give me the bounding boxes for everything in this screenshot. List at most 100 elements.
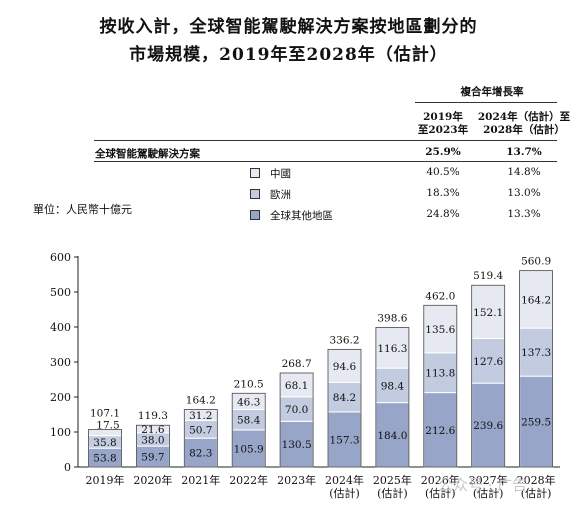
legend-label-china: 中國	[270, 168, 291, 180]
data-label: 137.3	[521, 347, 551, 359]
bar-outline	[327, 348, 362, 468]
bar-outline	[279, 372, 314, 468]
y-tick-label: 100	[50, 426, 71, 439]
bar-outline	[135, 424, 170, 468]
data-label: 116.3	[377, 343, 407, 355]
bar-outline	[231, 392, 266, 468]
legend-swatch-europe	[250, 189, 260, 199]
data-label: 84.2	[333, 392, 356, 404]
total-label: 462.0	[425, 290, 455, 302]
chart-title-line1: 按收入計，全球智能駕駛解決方案按地區劃分的	[99, 17, 478, 37]
data-label: 184.0	[377, 430, 407, 442]
x-tick-label: 2020年	[133, 473, 172, 487]
x-tick-label: (估計)	[377, 486, 408, 500]
data-label: 82.3	[189, 448, 212, 460]
legend-swatch-rest	[250, 210, 260, 220]
total-label: 107.1	[90, 408, 120, 420]
total-label: 210.5	[234, 378, 264, 390]
data-label: 50.7	[189, 424, 212, 436]
data-label: 21.6	[141, 424, 165, 436]
y-tick-label: 400	[50, 321, 71, 334]
total-label: 519.4	[473, 270, 503, 282]
y-tick-label: 200	[50, 391, 71, 404]
total-label: 119.3	[138, 410, 168, 422]
data-label: 113.8	[425, 368, 455, 380]
x-tick-label: 2026年	[421, 473, 460, 487]
legend-label-europe: 歐洲	[270, 189, 291, 201]
total-label: 164.2	[186, 395, 216, 407]
x-tick-label: (估計)	[521, 486, 552, 500]
legend-swatch-china	[250, 168, 260, 178]
row-label-global: 全球智能駕駛解決方案	[95, 148, 200, 160]
data-label: 68.1	[285, 380, 308, 392]
x-tick-label: (估計)	[329, 486, 360, 500]
chart-title-line2: 市場規模，2019年至2028年（估計）	[129, 45, 448, 65]
table-divider	[94, 161, 557, 162]
cagr-global-v2: 13.7%	[506, 146, 542, 158]
cagr-col1-header: 2019年 至2023年	[410, 111, 476, 137]
bar-outline	[183, 409, 218, 468]
bar-segment	[375, 326, 410, 369]
cagr-global-v1: 25.9%	[425, 146, 461, 158]
cagr-header: 複合年增長率	[460, 86, 524, 98]
x-tick-label: 2021年	[181, 473, 220, 487]
cagr-col2-line2: 2028年（估計）	[483, 124, 565, 136]
data-label: 157.3	[329, 434, 359, 446]
x-tick-label: 2027年	[469, 473, 508, 487]
data-label: 38.0	[141, 434, 164, 446]
x-tick-label: 2019年	[86, 473, 125, 487]
x-tick-label: 2025年	[373, 473, 412, 487]
y-tick-label: 600	[50, 251, 71, 264]
total-label: 398.6	[377, 312, 407, 324]
bar-segment	[231, 429, 266, 468]
data-label: 152.1	[473, 307, 503, 319]
y-tick-label: 300	[50, 356, 71, 369]
data-label: 46.3	[237, 396, 260, 408]
cagr-europe-v2: 13.0%	[507, 187, 541, 199]
cagr-col2-line1: 2024年（估計）至	[477, 111, 571, 123]
y-tick-label: 0	[64, 461, 71, 474]
cagr-col2-header: 2024年（估計）至 2028年（估計）	[472, 111, 576, 137]
unit-label: 單位：人民幣十億元	[33, 203, 132, 216]
total-label: 268.7	[282, 358, 312, 370]
total-label: 336.2	[329, 334, 359, 346]
x-tick-label: 2023年	[277, 473, 316, 487]
watermark: 公众号 · 广告	[438, 476, 528, 494]
legend-label-rest: 全球其他地區	[270, 210, 333, 222]
cagr-col1-line2: 至2023年	[417, 124, 469, 136]
bar-outline	[519, 270, 553, 468]
y-tick-label: 500	[50, 286, 71, 299]
bar-outline	[88, 429, 122, 468]
data-label: 164.2	[521, 294, 551, 306]
data-label: 94.6	[333, 361, 357, 373]
data-label: 58.4	[237, 415, 261, 427]
cagr-col1-line1: 2019年	[423, 111, 463, 123]
data-label: 259.5	[521, 417, 551, 429]
cagr-china-v2: 14.8%	[507, 166, 541, 178]
x-tick-label: 2028年	[517, 473, 556, 487]
x-tick-label: 2022年	[229, 473, 268, 487]
data-label: 35.8	[93, 437, 116, 449]
bar-segment	[471, 382, 506, 468]
table-divider	[94, 140, 557, 141]
bar-outline	[471, 284, 506, 468]
data-label: 135.6	[425, 324, 455, 336]
bar-outline	[375, 327, 410, 468]
total-label: 560.9	[521, 256, 551, 268]
cagr-rest-v2: 13.3%	[507, 208, 541, 220]
data-label: 98.4	[381, 380, 405, 392]
data-label: 53.8	[93, 453, 116, 465]
x-tick-label: (估計)	[425, 486, 456, 500]
data-label: 105.9	[234, 443, 264, 455]
x-tick-label: 2024年	[325, 473, 364, 487]
data-label: 59.7	[141, 452, 164, 464]
data-label: 17.5	[96, 420, 119, 432]
data-label: 239.6	[473, 420, 503, 432]
data-label: 70.0	[285, 404, 308, 416]
x-tick-label: (估計)	[473, 486, 504, 500]
data-label: 31.2	[189, 410, 212, 422]
cagr-rest-v1: 24.8%	[426, 208, 460, 220]
table-divider	[415, 102, 557, 103]
data-label: 127.6	[473, 356, 503, 368]
